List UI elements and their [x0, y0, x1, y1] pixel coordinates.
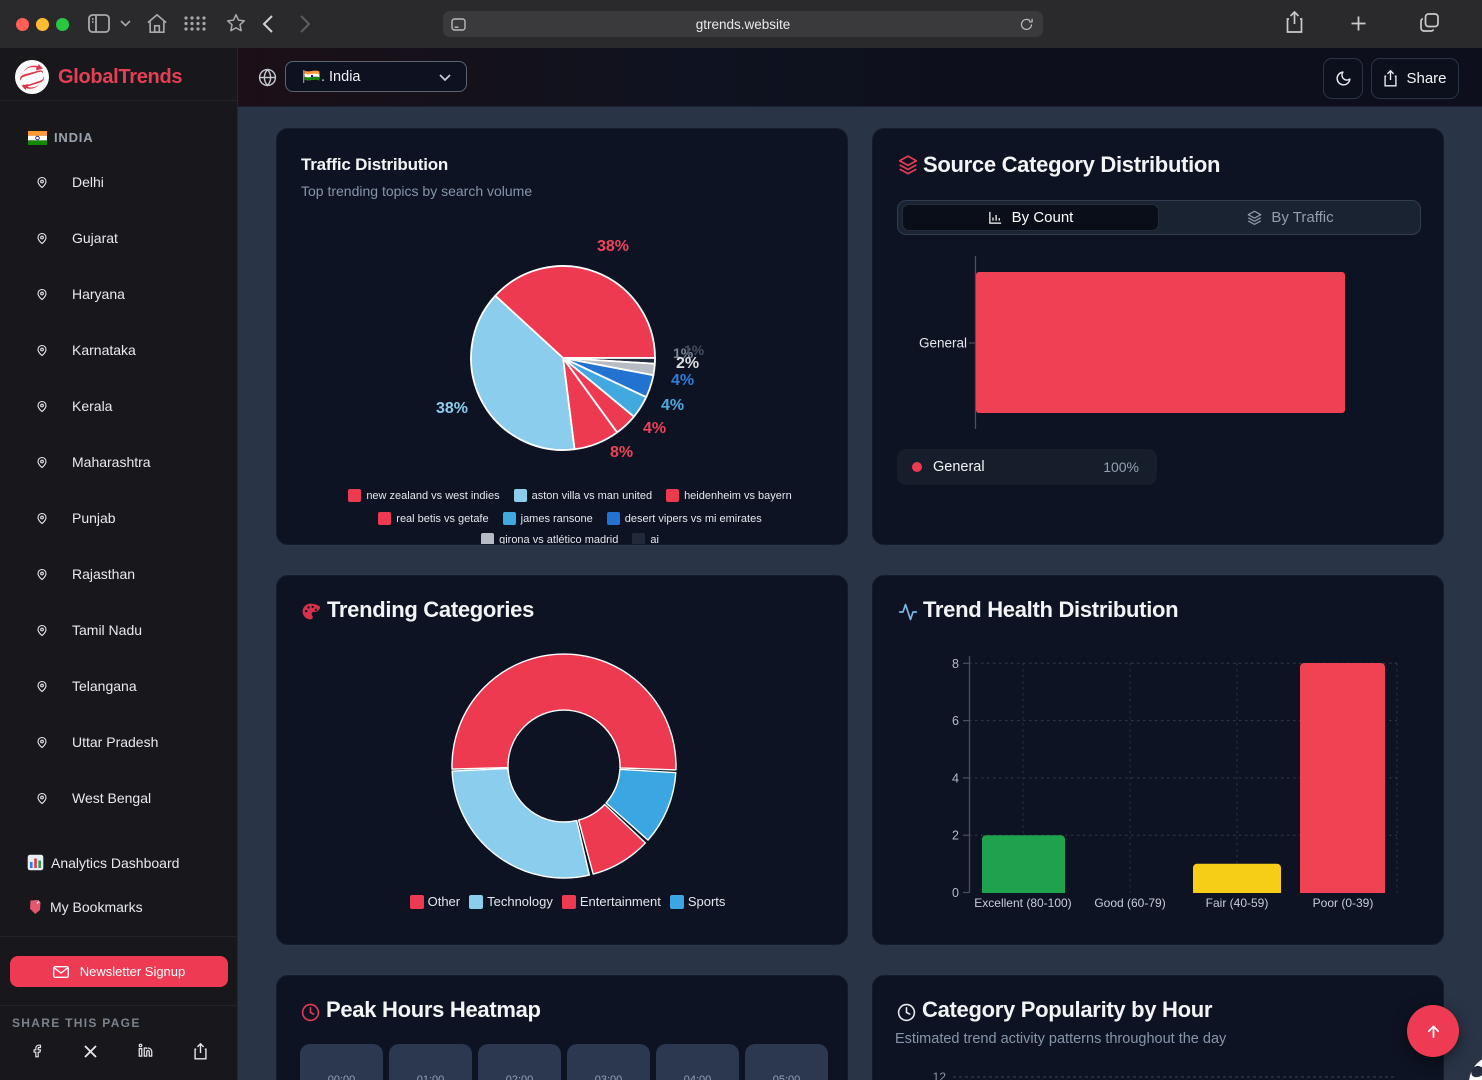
svg-text:0: 0 [952, 886, 959, 900]
svg-text:8: 8 [952, 657, 959, 671]
svg-text:General: General [919, 336, 967, 351]
svg-text:12: 12 [933, 1070, 947, 1080]
svg-text:2: 2 [952, 829, 959, 843]
svg-text:Excellent (80-100): Excellent (80-100) [974, 896, 1071, 910]
svg-text:4: 4 [952, 771, 959, 785]
svg-text:Good (60-79): Good (60-79) [1094, 896, 1165, 910]
svg-text:Fair (40-59): Fair (40-59) [1206, 896, 1269, 910]
svg-text:6: 6 [952, 714, 959, 728]
svg-text:Poor (0-39): Poor (0-39) [1313, 896, 1374, 910]
